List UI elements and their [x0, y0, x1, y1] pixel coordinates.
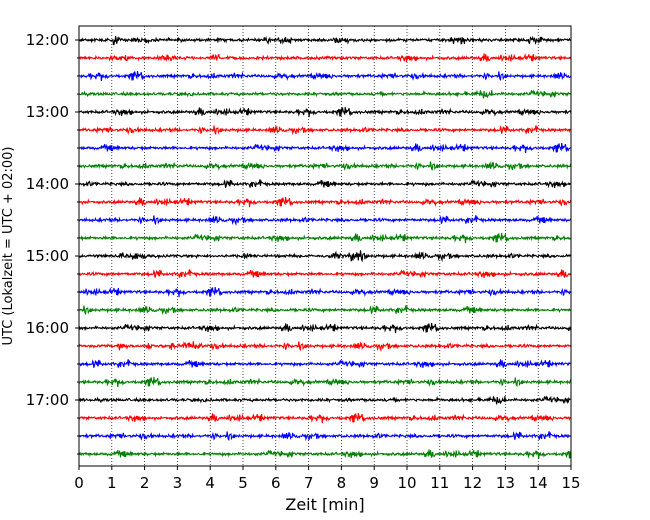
x-tick-label: 1: [107, 474, 117, 492]
x-tick-label: 11: [430, 474, 449, 492]
trace-1500: [78, 250, 572, 263]
trace-1445: [78, 232, 572, 244]
trace-1230: [78, 70, 572, 82]
seismogram-traces: [78, 35, 572, 460]
trace-1345: [78, 161, 572, 172]
trace-1545: [78, 305, 572, 316]
x-tick-label: 2: [140, 474, 150, 492]
y-axis-label: UTC (Lokalzeit = UTC + 02:00): [1, 147, 16, 346]
trace-1300: [78, 106, 572, 118]
minute-grid: [111, 26, 539, 466]
x-tick-label: 5: [238, 474, 248, 492]
x-tick-label: 6: [271, 474, 281, 492]
x-tick-label: 14: [529, 474, 548, 492]
x-tick-label: 15: [561, 474, 580, 492]
trace-1315: [78, 125, 572, 136]
trace-1200: [79, 35, 572, 46]
x-tick-label: 13: [496, 474, 515, 492]
y-tick-label: 13:00: [26, 103, 69, 121]
trace-1530: [78, 286, 572, 298]
x-tick-label: 7: [304, 474, 314, 492]
y-tick-label: 16:00: [26, 319, 69, 337]
plot-frame: [78, 25, 572, 467]
trace-1245: [78, 89, 572, 99]
trace-1615: [78, 341, 572, 353]
y-tick-label: 15:00: [26, 247, 69, 265]
trace-1330: [78, 142, 572, 154]
trace-1600: [78, 322, 572, 334]
trace-1415: [78, 196, 572, 208]
x-tick-label: 12: [463, 474, 482, 492]
x-axis-ticks: 0 1 2 3 4 5 6 7 8 9 10 11 12 13 14 15: [74, 466, 581, 492]
x-tick-label: 9: [369, 474, 379, 492]
trace-1745: [78, 449, 572, 460]
x-tick-label: 10: [397, 474, 416, 492]
x-axis-label: Zeit [min]: [285, 495, 364, 514]
y-tick-label: 12:00: [26, 31, 69, 49]
y-tick-label: 17:00: [26, 391, 69, 409]
trace-1715: [78, 412, 572, 424]
trace-1730: [78, 431, 572, 442]
trace-1645: [78, 376, 572, 388]
trace-1700: [78, 395, 572, 405]
x-tick-label: 8: [337, 474, 347, 492]
trace-1430: [78, 215, 572, 227]
x-tick-label: 3: [173, 474, 183, 492]
trace-1215: [79, 53, 572, 63]
y-tick-label: 14:00: [26, 175, 69, 193]
trace-1515: [78, 269, 572, 279]
y-axis-ticks: 12:00 13:00 14:00 15:00 16:00 17:00: [26, 31, 79, 455]
trace-1400: [78, 179, 572, 189]
x-tick-label: 0: [74, 474, 84, 492]
trace-1630: [78, 359, 572, 369]
x-tick-label: 4: [205, 474, 215, 492]
